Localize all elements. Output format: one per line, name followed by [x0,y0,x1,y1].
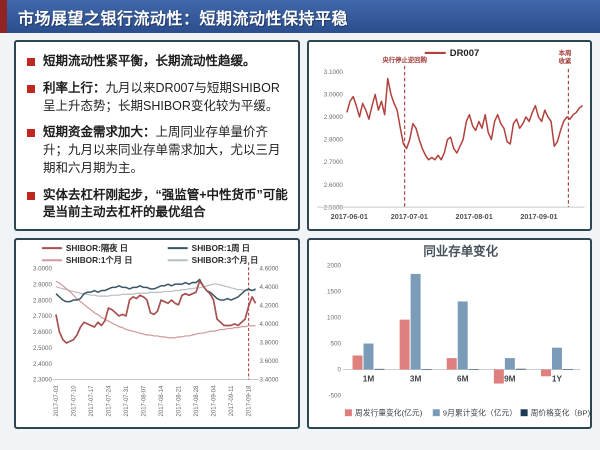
svg-text:500: 500 [330,341,341,348]
bullet-square-icon [27,58,35,66]
cd-change-bar-chart: 同业存单变化 2000 1500 1000 500 0 -500 1M 3M 6M 9M 1Y 周发行量… [326,244,590,418]
svg-text:3M: 3M [409,374,421,383]
svg-text:9月累计变化（亿元）: 9月累计变化（亿元） [442,408,516,418]
svg-text:1000: 1000 [326,315,341,322]
svg-text:2.7000: 2.7000 [33,313,52,320]
svg-text:同业存单变化: 同业存单变化 [423,244,498,259]
svg-text:3.4000: 3.4000 [260,377,279,384]
title-accent-bar [0,0,7,33]
svg-text:2017-08-07: 2017-08-07 [142,385,148,417]
svg-text:2.9000: 2.9000 [33,281,52,288]
svg-text:2017-06-01: 2017-06-01 [330,212,367,221]
svg-text:2000: 2000 [326,263,341,270]
svg-text:2.6000: 2.6000 [323,182,343,189]
svg-text:2.3000: 2.3000 [33,377,52,384]
svg-text:9M: 9M [504,374,516,383]
bullet-text: 利率上行：九月以来DR007与短期SHIBOR呈上升态势；长期SHIBOR变化较… [43,80,280,113]
content-grid: 短期流动性紧平衡，长期流动性趋缓。利率上行：九月以来DR007与短期SHIBOR… [0,33,600,450]
svg-text:收紧: 收紧 [558,56,571,65]
svg-text:-500: -500 [328,393,341,400]
svg-text:2.9000: 2.9000 [323,114,343,121]
svg-text:3.0000: 3.0000 [33,265,52,272]
bullet-item-2: 利率上行：九月以来DR007与短期SHIBOR呈上升态势；长期SHIBOR变化较… [27,80,289,116]
svg-text:2017-07-17: 2017-07-17 [89,385,95,417]
svg-text:3.6000: 3.6000 [260,358,279,365]
title-bar: 市场展望之银行流动性：短期流动性保持平稳 [0,0,600,33]
svg-text:2017-09-11: 2017-09-11 [229,385,235,416]
svg-text:2017-09-04: 2017-09-04 [212,385,218,417]
svg-text:2017-07-24: 2017-07-24 [106,385,112,417]
svg-text:4.0000: 4.0000 [260,321,279,328]
svg-text:4.6000: 4.6000 [260,265,279,272]
bullet-text: 实体去杠杆刚起步，“强监管+中性货币”可能是当前主动去杠杆的最优组合 [43,187,288,220]
svg-text:2017-07-10: 2017-07-10 [71,385,77,417]
bullet-item-3: 短期资金需求加大：上周同业存单量价齐升；九月以来同业存单需求加大，尤以三月期和六… [27,124,289,177]
svg-text:2017-07-31: 2017-07-31 [124,385,130,417]
dr007-chart-panel: 3.1000 3.0000 2.9000 2.8000 2.7000 2.6000 2.50… [306,40,592,231]
svg-text:2.4000: 2.4000 [33,361,52,368]
svg-text:6M: 6M [456,374,468,383]
shibor-chart-panel: 3.0000 2.9000 2.8000 2.7000 2.6000 2.5000 2.40… [14,238,300,429]
svg-text:SHIBOR:1个月 日: SHIBOR:1个月 日 [66,255,133,265]
svg-text:0: 0 [337,367,341,374]
bullet-text: 短期流动性紧平衡，长期流动性趋缓。 [43,54,256,68]
svg-text:2017-08-01: 2017-08-01 [455,212,492,221]
page-title: 市场展望之银行流动性：短期流动性保持平稳 [18,10,349,28]
svg-text:4.2000: 4.2000 [260,303,279,310]
svg-text:1Y: 1Y [551,374,562,383]
bullet-item-1: 短期流动性紧平衡，长期流动性趋缓。 [27,53,289,71]
svg-text:2017-08-28: 2017-08-28 [194,385,200,417]
svg-text:3.0000: 3.0000 [323,92,343,99]
svg-text:1M: 1M [362,374,374,383]
svg-text:2.6000: 2.6000 [33,329,52,336]
svg-text:2.5000: 2.5000 [33,345,52,352]
bullet-square-icon [27,84,35,93]
svg-text:3.1000: 3.1000 [323,69,343,76]
dr007-line-chart: 3.1000 3.0000 2.9000 2.8000 2.7000 2.6000 2.50… [316,48,585,221]
svg-text:2.7000: 2.7000 [323,159,343,166]
svg-text:2017-08-21: 2017-08-21 [177,385,183,417]
svg-text:2017-09-18: 2017-09-18 [247,385,253,417]
svg-text:2017-07-03: 2017-07-03 [54,385,60,417]
shibor-line-chart: 3.0000 2.9000 2.8000 2.7000 2.6000 2.5000 2.40… [33,243,279,417]
cd-change-chart-panel: 同业存单变化 2000 1500 1000 500 0 -500 1M 3M 6M 9M 1Y 周发行量… [306,238,592,429]
svg-text:2017-08-14: 2017-08-14 [159,385,165,417]
svg-text:SHIBOR:隔夜 日: SHIBOR:隔夜 日 [66,243,128,253]
svg-text:2.8000: 2.8000 [323,137,343,144]
bullet-list: 短期流动性紧平衡，长期流动性趋缓。利率上行：九月以来DR007与短期SHIBOR… [27,53,289,222]
svg-text:2017-07-01: 2017-07-01 [390,212,427,221]
bullet-item-4: 实体去杠杆刚起步，“强监管+中性货币”可能是当前主动去杠杆的最优组合 [27,187,289,223]
bullet-panel: 短期流动性紧平衡，长期流动性趋缓。利率上行：九月以来DR007与短期SHIBOR… [14,40,300,231]
svg-text:3.8000: 3.8000 [260,340,279,347]
svg-text:央行停止逆回购: 央行停止逆回购 [382,55,427,64]
svg-text:SHIBOR:1周 日: SHIBOR:1周 日 [192,243,250,253]
svg-text:2.8000: 2.8000 [33,297,52,304]
svg-text:周发行量变化(亿元): 周发行量变化(亿元) [354,408,422,418]
svg-text:1500: 1500 [326,289,341,296]
svg-text:本周: 本周 [558,48,571,57]
svg-text:2.5000: 2.5000 [323,204,343,211]
svg-text:2017-09-01: 2017-09-01 [520,212,557,221]
svg-text:周价格变化（BP): 周价格变化（BP) [530,408,590,418]
svg-text:4.4000: 4.4000 [260,284,279,291]
svg-text:DR007: DR007 [449,48,478,59]
bullet-square-icon [27,191,35,200]
bullet-text: 短期资金需求加大：上周同业存单量价齐升；九月以来同业存单需求加大，尤以三月期和六… [43,125,281,175]
bullet-square-icon [27,129,35,138]
svg-text:SHIBOR:3个月 日: SHIBOR:3个月 日 [192,255,259,265]
